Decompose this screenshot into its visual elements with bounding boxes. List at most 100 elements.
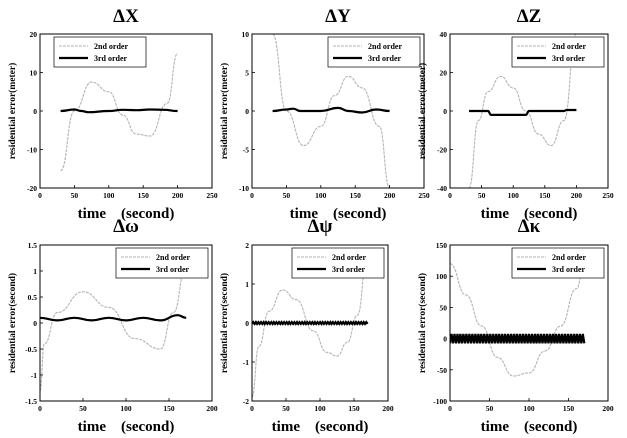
legend-entry: 3rd order [368,54,402,63]
x-tick-label: 0 [38,191,42,200]
x-axis-label: time (second) [78,419,175,435]
legend-entry: 2nd order [368,42,402,51]
x-tick-label: 150 [163,404,175,413]
subplot-title: ΔX [113,6,139,27]
legend: 2nd order 3rd order [53,36,147,68]
y-tick-label: -10 [27,146,37,155]
x-tick-label: 200 [172,191,184,200]
legend: 2nd order 3rd order [115,247,209,279]
x-tick-label: 150 [348,404,360,413]
series-line-2nd-order [60,52,179,172]
series-line-3rd-order [272,106,390,114]
legend-entry: 2nd order [552,253,586,262]
series-line-2nd-order [252,252,369,398]
y-axis-label: residential error(second) [417,273,428,373]
legend-entry: 3rd order [332,265,366,274]
subplot-title: Δκ [518,216,541,237]
y-axis-label: residential error(meter) [417,63,428,159]
x-tick-label: 100 [523,404,535,413]
legend-box [53,36,147,68]
x-tick-label: 100 [508,191,520,200]
y-tick-label: 1 [33,267,37,276]
y-tick-label: -2 [243,397,249,406]
x-axis-label: time (second) [78,206,175,222]
subplot-title: ΔZ [517,6,542,27]
y-tick-label: 2 [245,241,249,250]
legend: 2nd order 3rd order [511,247,605,279]
series-line-3rd-order [40,314,187,322]
x-tick-label: 50 [79,404,87,413]
y-tick-label: -10 [239,184,249,193]
x-tick-label: 200 [384,191,396,200]
y-tick-label: -5 [243,146,249,155]
x-tick-label: 200 [206,404,218,413]
legend-box [511,247,605,279]
y-tick-label: 10 [30,69,38,78]
subplot-title: Δω [113,216,139,237]
x-axis-label: time (second) [481,419,578,435]
legend-box [511,36,605,68]
y-tick-label: 1.5 [28,241,38,250]
x-tick-label: 250 [418,191,430,200]
y-tick-label: 0 [245,107,249,116]
x-tick-label: 150 [138,191,150,200]
legend-entry: 3rd order [156,265,190,274]
x-tick-label: 0 [38,404,42,413]
legend: 2nd order 3rd order [511,36,605,68]
series-line-2nd-order [468,34,577,188]
series-line-3rd-order [252,320,369,326]
x-tick-label: 200 [571,191,583,200]
legend-box [115,247,209,279]
y-tick-label: 0 [443,107,447,116]
x-axis-label: time (second) [272,419,369,435]
legend-box [327,36,421,68]
y-tick-label: -20 [27,184,37,193]
subplot-4: Δω 0 50 100 150 200 1.5 1 0.5 0 -0.5 -1 -1.5 time (se… [7,216,218,435]
x-tick-label: 0 [448,191,452,200]
series-line-3rd-order [450,333,586,344]
y-tick-label: -1 [243,358,249,367]
legend-entry: 2nd order [156,253,190,262]
legend: 2nd order 3rd order [327,36,421,68]
subplot-title: Δψ [308,216,333,237]
y-tick-label: 1 [245,280,249,289]
y-tick-label: -1.5 [25,397,37,406]
y-tick-label: 0 [33,107,37,116]
y-axis-label: residential error(meter) [7,63,18,159]
x-tick-label: 100 [315,191,327,200]
legend-entry: 2nd order [94,42,128,51]
x-tick-label: 0 [250,191,254,200]
series-line-3rd-order [60,108,178,114]
x-tick-label: 100 [314,404,326,413]
y-tick-label: 0 [33,319,37,328]
y-axis-label: residential error(second) [7,273,18,373]
y-axis-label: residential error(second) [219,273,230,373]
x-tick-label: 50 [282,404,290,413]
x-tick-label: 250 [206,191,218,200]
x-tick-label: 0 [448,404,452,413]
y-tick-label: -40 [437,184,447,193]
x-tick-label: 50 [283,191,291,200]
y-tick-label: -1 [31,371,37,380]
x-tick-label: 50 [486,404,494,413]
y-tick-label: 50 [440,303,448,312]
legend-box [291,247,385,279]
y-tick-label: 20 [30,30,38,39]
x-tick-label: 150 [539,191,551,200]
legend-entry: 3rd order [94,54,128,63]
y-tick-label: 20 [440,69,448,78]
legend: 2nd order 3rd order [291,247,385,279]
y-tick-label: -100 [433,397,447,406]
x-tick-label: 200 [602,404,614,413]
legend-entry: 2nd order [332,253,366,262]
y-tick-label: 0 [443,335,447,344]
x-tick-label: 0 [250,404,254,413]
y-tick-label: 0.5 [28,293,38,302]
x-tick-label: 250 [602,191,614,200]
x-tick-label: 50 [71,191,79,200]
x-axis-label: time (second) [481,206,578,222]
